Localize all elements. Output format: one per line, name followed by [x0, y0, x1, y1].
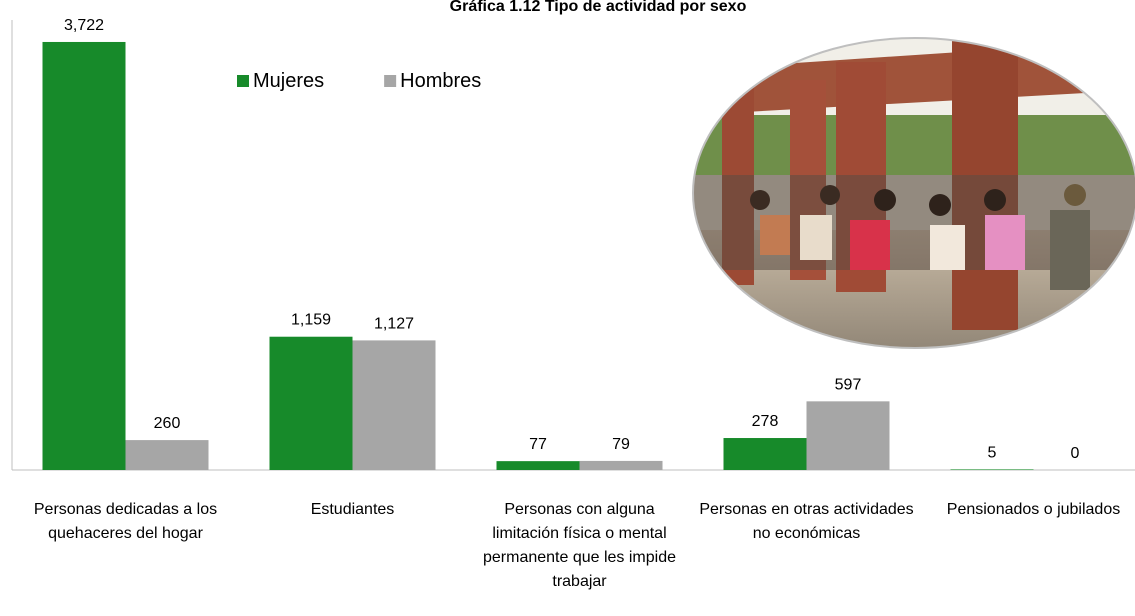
legend-swatch	[237, 75, 249, 87]
bar	[496, 461, 580, 470]
value-label: 5	[988, 444, 997, 461]
x-tick-label: Personas dedicadas a los quehaceres del …	[33, 501, 218, 542]
chart-title: Gráfica 1.12 Tipo de actividad por sexo	[450, 0, 747, 15]
bar	[579, 460, 663, 470]
value-label: 77	[529, 436, 547, 453]
value-label: 0	[1071, 445, 1080, 462]
value-label: 1,127	[374, 315, 414, 332]
value-label: 260	[154, 415, 181, 432]
bar	[950, 469, 1034, 470]
x-tick-label: Pensionados o jubilados	[946, 501, 1121, 518]
bar	[42, 41, 126, 470]
value-label: 278	[752, 413, 779, 430]
bar	[269, 336, 353, 470]
value-label: 1,159	[291, 312, 331, 329]
bar	[125, 440, 209, 470]
legend-label: Hombres	[400, 70, 481, 92]
legend-label: Mujeres	[253, 70, 324, 92]
bar	[723, 438, 807, 470]
legend-swatch	[384, 75, 397, 87]
bar	[352, 340, 436, 470]
x-tick-label: Personas con alguna limitación física o …	[482, 501, 676, 590]
bar	[806, 401, 890, 470]
photo-frame	[692, 37, 1135, 349]
x-tick-label: Estudiantes	[310, 501, 395, 518]
x-tick-label: Personas en otras actividades no económi…	[699, 501, 914, 542]
value-label: 3,722	[64, 17, 104, 34]
value-label: 79	[612, 436, 630, 453]
value-label: 597	[835, 376, 862, 393]
